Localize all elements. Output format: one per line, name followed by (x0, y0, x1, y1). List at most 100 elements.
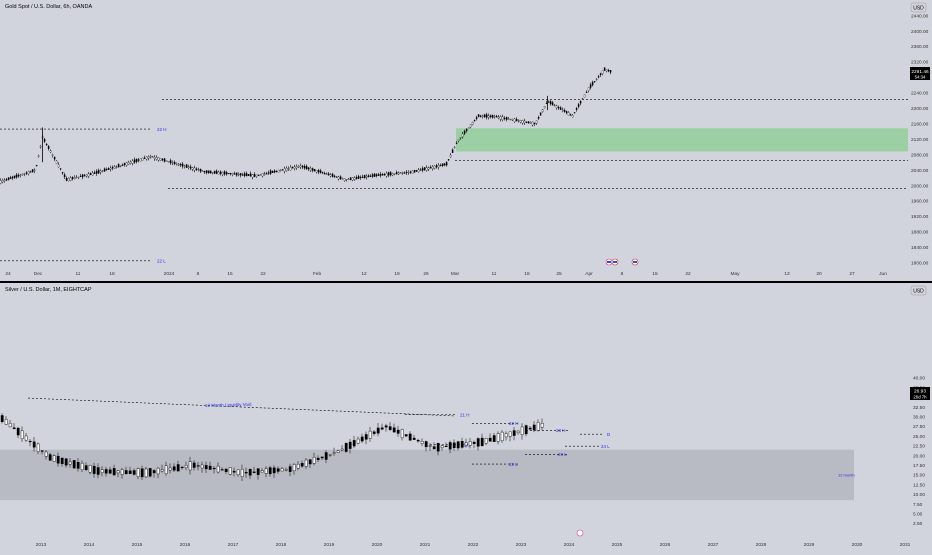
gold-candle-body (493, 116, 496, 118)
gold-candle-body (351, 177, 354, 181)
silver-candle-body (92, 465, 96, 474)
silver-candle-body (32, 441, 36, 448)
gold-candle-body (511, 119, 514, 121)
silver-candle-body (384, 425, 388, 428)
gold-candle-body (405, 171, 408, 173)
gold-candle-body (79, 175, 82, 178)
gold-candle-body (559, 107, 562, 110)
gold-time-axis[interactable]: 24 Dec 11 18 2024 8 15 22 Feb 12 19 26 Mar 11 18 25 Apr 8… (5, 271, 887, 277)
gold-candle-body (217, 171, 220, 175)
gold-candle-body (355, 176, 358, 179)
silver-x-tick-label: 2031 (900, 542, 911, 548)
gold-candle-body (169, 160, 172, 164)
gold-candle-body (579, 100, 582, 104)
silver-candle-body (420, 441, 424, 444)
gold-x-tick-label: 25 (556, 271, 562, 277)
gold-candle-body (485, 114, 488, 118)
gold-candle-body (153, 156, 156, 159)
gold-y-tick-label: 1840.00 (911, 245, 929, 251)
gold-candle-body (139, 158, 142, 162)
gold-candle-body (161, 159, 164, 161)
gold-candle-body (311, 168, 314, 171)
gold-candle-body (163, 158, 166, 162)
gold-candle-body (433, 165, 436, 169)
gold-candle-body (319, 170, 322, 174)
gold-candle-body (437, 165, 440, 168)
flag-stripe (613, 261, 617, 263)
gold-candle-body (439, 164, 442, 167)
gold-candle-body (333, 175, 336, 177)
gold-pane[interactable]: Gold Spot / U.S. Dollar, 6h, OANDA USD 1… (0, 2, 930, 277)
gold-currency-label: USD (913, 6, 924, 12)
gold-candle-body (93, 172, 96, 174)
gold-candle-body (455, 142, 458, 144)
silver-candle-body (272, 467, 276, 474)
silver-x-tick-label: 2020 (372, 542, 383, 548)
silver-candle-body (484, 438, 488, 444)
gold-candle-body (321, 172, 324, 174)
gold-candle-body (409, 171, 412, 173)
silver-candle-body (372, 431, 376, 434)
gold-candle-body (61, 172, 64, 174)
gold-candle-body (557, 107, 560, 109)
gold-candle-body (549, 101, 552, 105)
gold-candle-body (291, 167, 294, 169)
gold-candle-body (357, 176, 360, 179)
gold-candle-body (597, 76, 600, 78)
gold-candle-body (179, 164, 182, 166)
silver-candle-body (448, 442, 452, 450)
gold-candle-body (199, 168, 202, 172)
gold-candle-body (381, 173, 384, 176)
gold-y-tick-label: 2400.00 (911, 29, 929, 35)
gold-candle-body (533, 122, 536, 124)
gold-y-tick-label: 1800.00 (911, 261, 929, 267)
silver-plot-area[interactable]: 12 month 12 Month Liquidity Void 21 H 22 H 2… (0, 397, 855, 537)
gold-candle-body (601, 70, 604, 75)
silver-x-tick-label: 2024 (564, 542, 575, 548)
silver-candle-body (56, 455, 60, 464)
gold-x-tick-label: 20 (816, 271, 822, 277)
gold-price-axis[interactable]: 1800.00 1840.00 1880.00 1920.00 1960.00 2000.… (911, 13, 929, 266)
gold-candle-body (425, 167, 428, 171)
gold-candle-body (537, 117, 540, 119)
gold-candle-body (591, 82, 594, 86)
silver-liquidity-void-label: 12 Month Liquidity Void (205, 402, 252, 408)
silver-candle-body (16, 427, 20, 436)
gold-candle-body (215, 170, 218, 174)
gold-candle-body (287, 168, 290, 170)
gold-candle-body (203, 171, 206, 173)
silver-candle-body (324, 452, 328, 460)
gold-candle-body (503, 117, 506, 120)
gold-candle-body (131, 160, 134, 164)
silver-level-label: 24 L (601, 444, 610, 449)
silver-pane[interactable]: Silver / U.S. Dollar, 1M, EIGHTCAP USD 2… (0, 285, 930, 548)
gold-candle-body (463, 131, 466, 134)
gold-candle-body (47, 145, 50, 149)
gold-candle-body (465, 128, 468, 132)
silver-candle-body (260, 470, 264, 473)
gold-candle-body (23, 173, 26, 175)
gold-candle-body (529, 122, 532, 124)
gold-y-tick-label: 2360.00 (911, 44, 929, 50)
silver-y-tick-label: 15.00 (913, 473, 925, 479)
gold-candle-body (195, 168, 198, 170)
silver-candle-body (208, 465, 212, 470)
gold-candle-body (31, 169, 34, 173)
silver-currency-button[interactable] (910, 285, 927, 296)
gold-candle-body (133, 159, 136, 163)
gold-candle-body (75, 176, 78, 179)
gold-currency-button[interactable] (910, 2, 927, 13)
gold-candle-body (467, 127, 470, 129)
silver-time-axis[interactable]: 2013 2014 2015 2016 2017 2018 2019 2020 2021 2022… (36, 542, 911, 548)
gold-x-tick-label: May (730, 271, 740, 277)
gold-candle-body (185, 164, 188, 168)
gold-candle-body (103, 168, 106, 172)
gold-last-price-tag: 2291.46 54:34 (910, 67, 930, 80)
gold-candle-body (523, 120, 526, 124)
gold-candle-body (9, 177, 12, 179)
gold-candle-body (51, 154, 54, 156)
gold-candle-body (147, 156, 150, 159)
gold-plot-area[interactable]: 22 H 22 L (0, 67, 908, 266)
gold-x-tick-label: Dec (34, 271, 43, 277)
